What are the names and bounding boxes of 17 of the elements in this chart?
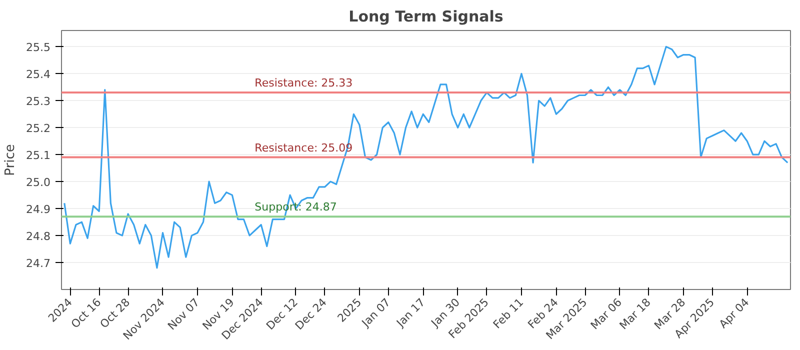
y-tick-label: 25.0	[26, 176, 51, 190]
x-tick-label: Feb 11	[490, 296, 526, 332]
y-tick-label: 24.9	[26, 203, 51, 216]
line-series	[64, 46, 788, 269]
y-axis-title: Price	[3, 144, 18, 176]
y-tick-label: 25.1	[26, 149, 51, 162]
x-tick-label: Apr 04	[716, 296, 752, 331]
chart-title: Long Term Signals	[348, 8, 504, 26]
ref-line-label: Resistance: 25.33	[254, 76, 353, 90]
y-tick-label: 24.8	[26, 230, 51, 244]
y-tick-label: 25.3	[26, 95, 51, 108]
y-tick-label: 25.4	[26, 68, 51, 82]
y-tick-label: 25.2	[26, 122, 51, 136]
x-tick-label: Nov 07	[165, 296, 202, 333]
y-tick-label: 24.7	[26, 257, 51, 270]
y-tick-label: 25.5	[26, 41, 51, 54]
x-tick-label: Jan 17	[393, 296, 428, 330]
